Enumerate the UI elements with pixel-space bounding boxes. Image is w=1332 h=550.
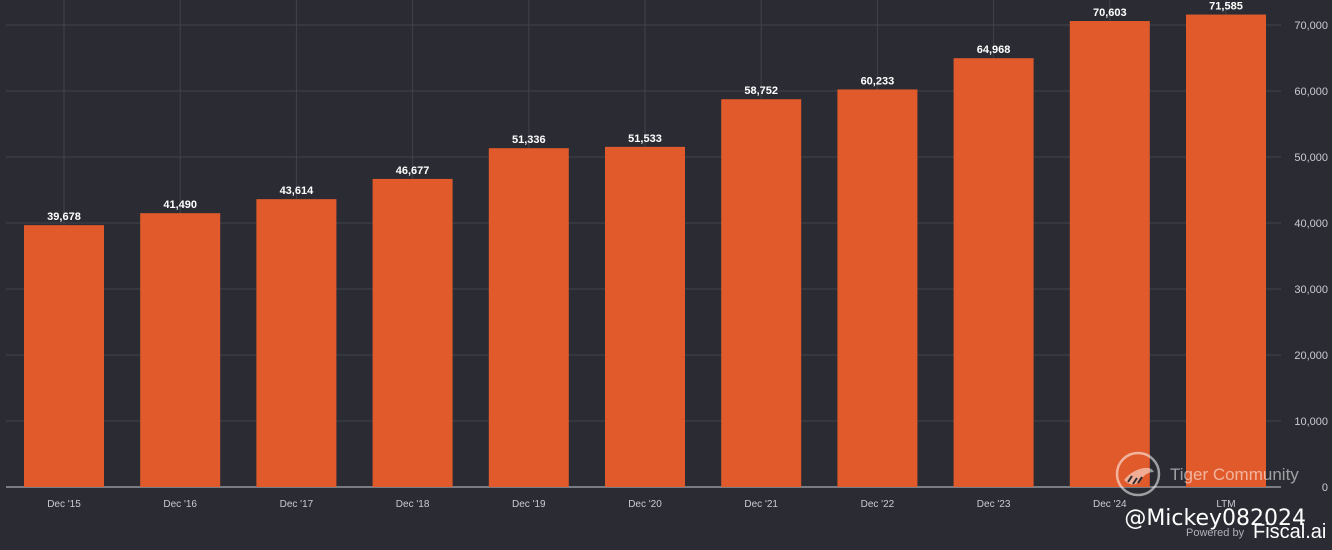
bar <box>256 199 337 488</box>
y-tick-label: 50,000 <box>1294 152 1328 164</box>
bar <box>1186 14 1266 487</box>
bar <box>605 146 685 487</box>
bar <box>721 99 802 487</box>
x-tick-label: Dec '19 <box>512 499 546 510</box>
author-handle: @Mickey082024 <box>1124 506 1306 531</box>
bar-value-label: 58,752 <box>744 85 778 97</box>
y-tick-label: 70,000 <box>1294 20 1328 32</box>
x-tick-label: Dec '17 <box>280 499 314 510</box>
x-axis-ticks: Dec '15 Dec '16 Dec '17 Dec '18 Dec '19 Dec '… <box>47 499 1235 510</box>
watermark-text: Tiger Community <box>1170 465 1299 484</box>
y-axis-ticks: 0 10,000 20,000 30,000 40,000 50,000 60,000 70,… <box>1294 20 1328 494</box>
bar-value-label: 41,490 <box>163 199 197 211</box>
bar-value-label: 70,603 <box>1093 7 1127 19</box>
x-tick-label: Dec '15 <box>47 499 81 510</box>
bar-value-label: 71,585 <box>1209 1 1243 13</box>
tiger-logo-icon <box>1115 451 1161 497</box>
bar-value-label: 39,678 <box>47 211 81 223</box>
label-layer: 39,678 41,490 43,614 46,677 51,336 51,533 58,7… <box>47 1 1243 224</box>
y-tick-label: 10,000 <box>1294 416 1328 428</box>
bar <box>953 58 1034 487</box>
bar <box>488 148 569 487</box>
y-tick-label: 0 <box>1322 482 1328 494</box>
bar <box>140 213 221 487</box>
bar <box>24 225 104 488</box>
brand-name: Fiscal.ai <box>1253 521 1327 543</box>
bar-layer <box>24 14 1266 488</box>
tiger-community-watermark: Tiger Community <box>1114 450 1324 500</box>
bar <box>1069 21 1150 487</box>
bar-value-label: 60,233 <box>861 75 895 87</box>
bar-value-label: 51,336 <box>512 134 546 146</box>
x-tick-label: Dec '24 <box>1093 499 1127 510</box>
x-tick-label: Dec '18 <box>396 499 430 510</box>
y-tick-label: 20,000 <box>1294 350 1328 362</box>
bar-value-label: 43,614 <box>280 185 315 197</box>
bar <box>372 178 453 487</box>
x-tick-label: Dec '22 <box>861 499 895 510</box>
x-tick-label: Dec '21 <box>744 499 778 510</box>
y-tick-label: 40,000 <box>1294 218 1328 230</box>
y-tick-label: 60,000 <box>1294 86 1328 98</box>
x-tick-label: Dec '20 <box>628 499 662 510</box>
bar-value-label: 46,677 <box>396 165 430 177</box>
y-tick-label: 30,000 <box>1294 284 1328 296</box>
x-tick-label: Dec '16 <box>163 499 197 510</box>
x-tick-label: LTM <box>1216 499 1235 510</box>
bar-value-label: 64,968 <box>977 44 1011 56</box>
x-tick-label: Dec '23 <box>977 499 1011 510</box>
bar <box>837 89 918 488</box>
bar-value-label: 51,533 <box>628 133 662 145</box>
powered-by-label: Powered by <box>1186 527 1245 539</box>
